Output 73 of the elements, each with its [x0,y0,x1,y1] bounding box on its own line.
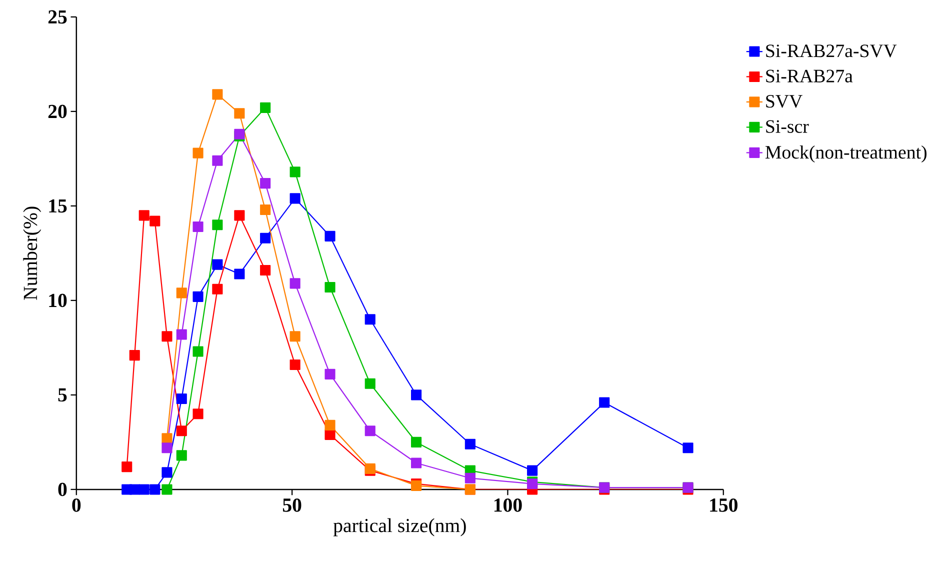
point [324,430,336,440]
point [162,433,172,444]
point [162,442,172,454]
point [260,204,271,216]
y-tick-label: 5 [58,388,67,402]
legend-label: Si-RAB27a-SVV [766,44,897,58]
point [138,210,150,221]
y-axis-title: Number(%) [23,207,42,300]
point [410,458,422,468]
point [176,394,187,404]
point [464,439,476,450]
legend-label: Mock(non-treatment) [765,146,926,163]
point [260,178,271,189]
point [129,484,140,495]
point [192,346,204,357]
point [150,484,160,495]
legend-label: Si-RAB27a [766,70,853,83]
point [176,329,187,340]
point [290,360,300,370]
point [364,314,376,325]
point [212,284,223,295]
point [290,166,300,178]
point [260,233,271,244]
point [212,89,223,100]
x-tick-label: 100 [494,498,522,512]
point [324,231,336,242]
legend-label: Si-scr [766,120,809,134]
point [122,462,132,472]
point [138,484,150,495]
point [176,288,187,298]
point [234,268,245,280]
point [150,216,160,227]
point [234,108,245,119]
point [162,467,172,478]
point [324,282,336,293]
y-tick-label: 10 [49,294,67,308]
y-tick-label: 0 [58,483,67,496]
point [234,210,245,221]
x-tick-label: 150 [710,498,738,512]
x-tick-label: 0 [72,498,81,512]
point [162,484,172,495]
point [364,378,376,390]
legend-label: SVV [766,95,802,108]
point [410,390,422,400]
y-tick-label: 15 [49,200,67,213]
point [290,331,300,342]
point [212,156,223,166]
point [290,278,300,289]
point [364,426,376,436]
point [324,420,336,431]
point [290,193,300,204]
point [410,437,422,448]
point [192,148,204,159]
point [599,397,610,408]
y-tick-label: 20 [48,104,67,118]
point [192,408,204,420]
point [324,369,336,380]
point [212,220,223,230]
point [682,442,694,454]
x-axis-title: partical size(nm) [333,518,466,536]
point [260,265,271,276]
point [192,292,204,302]
point [129,350,140,361]
point [260,102,271,114]
x-tick-label: 50 [282,498,302,512]
point [192,222,204,232]
y-tick-label: 25 [48,10,67,24]
point [176,450,187,461]
point [162,331,172,342]
point [212,259,223,270]
point [527,465,538,476]
point [176,426,187,436]
point [464,473,476,484]
